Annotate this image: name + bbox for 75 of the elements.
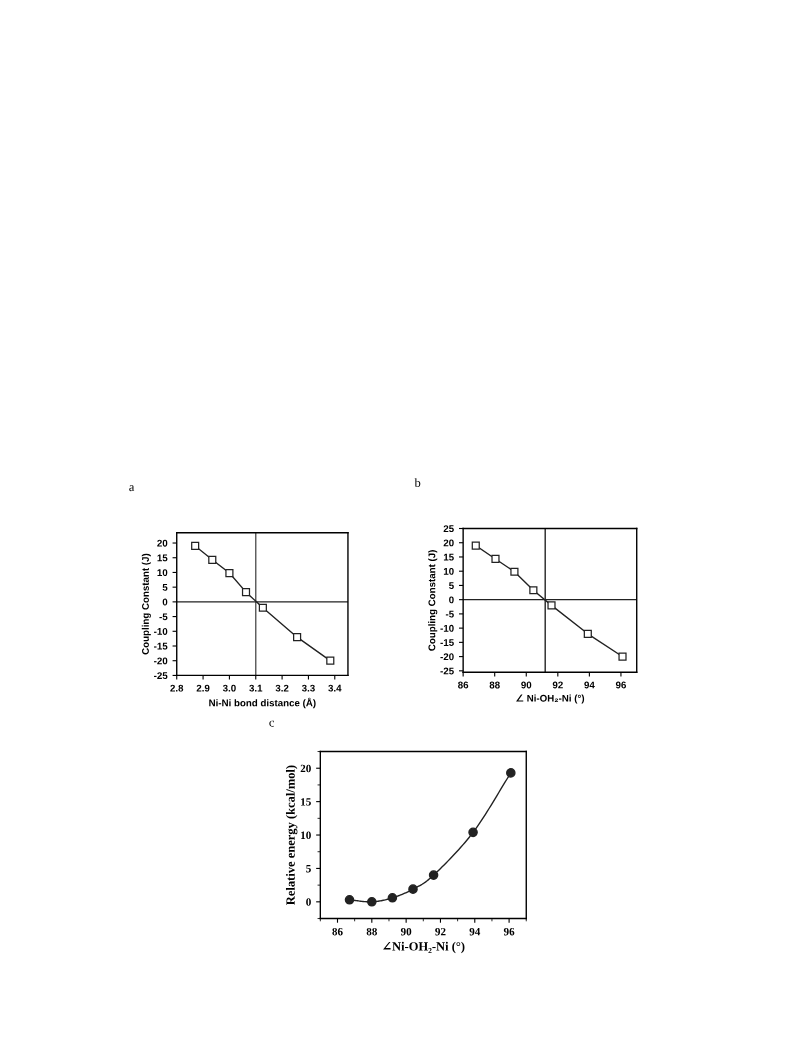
x-tick-label: 3.3 xyxy=(301,684,315,692)
x-tick-label: 86 xyxy=(332,927,343,936)
x-tick-label: 96 xyxy=(615,681,626,689)
y-tick-label: 5 xyxy=(162,583,168,591)
y-axis-title: Coupling Constant (J) xyxy=(141,553,151,655)
x-tick-label: 88 xyxy=(489,681,500,689)
chart-title: c xyxy=(269,720,275,727)
point xyxy=(583,629,592,638)
x-tick-label: 90 xyxy=(400,927,412,936)
point xyxy=(529,586,538,595)
point xyxy=(428,870,439,880)
point xyxy=(367,897,377,907)
x-tick-label: 3.1 xyxy=(249,684,263,692)
x-tick-label: 94 xyxy=(584,681,595,689)
y-tick-label: 15 xyxy=(301,798,311,806)
x-axis-title: ∠ Ni-OH₂-Ni (°) xyxy=(516,694,585,704)
y-tick-label: 0 xyxy=(306,898,311,906)
x-tick-label: 3.0 xyxy=(222,684,236,692)
y-tick-label: 10 xyxy=(301,831,311,839)
y-tick-label: 20 xyxy=(300,764,311,773)
y-tick-label: -25 xyxy=(154,672,168,680)
point xyxy=(506,768,516,778)
y-tick-label: -5 xyxy=(445,610,454,618)
point xyxy=(225,568,234,578)
x-tick-label: 3.4 xyxy=(328,684,342,692)
x-tick-label: 86 xyxy=(458,681,469,689)
point xyxy=(208,555,217,564)
point xyxy=(387,893,398,903)
y-tick-label: -20 xyxy=(154,657,168,665)
x-tick-label: 92 xyxy=(435,927,446,936)
y-tick-label: -15 xyxy=(440,639,454,646)
y-tick-label: -25 xyxy=(440,667,454,675)
y-axis-title: Relative energy (kcal/mol) xyxy=(285,765,298,905)
y-tick-label: 20 xyxy=(157,539,168,547)
y-tick-label: 15 xyxy=(443,553,454,561)
y-tick-label: 10 xyxy=(157,569,168,577)
point xyxy=(471,541,480,550)
y-tick-label: 10 xyxy=(443,567,454,575)
x-tick-label: 90 xyxy=(521,681,532,689)
point xyxy=(344,895,355,905)
point xyxy=(491,554,500,564)
x-tick-label: 88 xyxy=(366,927,377,936)
chart-title: a xyxy=(129,485,135,492)
y-tick-label: -10 xyxy=(440,624,454,632)
point xyxy=(547,601,556,610)
point xyxy=(258,603,267,612)
y-axis-title: Coupling Constant (J) xyxy=(428,550,438,651)
x-tick-label: 3.2 xyxy=(275,684,289,692)
point xyxy=(191,541,200,551)
chart-title: b xyxy=(414,478,421,487)
x-tick-label: 96 xyxy=(503,927,515,936)
point xyxy=(293,633,302,642)
y-tick-label: 20 xyxy=(443,539,454,547)
x-tick-label: 94 xyxy=(469,927,481,936)
point xyxy=(241,588,251,597)
y-tick-label: -20 xyxy=(440,653,454,661)
point xyxy=(618,652,627,661)
y-tick-label: 25 xyxy=(443,525,454,533)
y-tick-label: 5 xyxy=(449,582,454,590)
y-tick-label: -10 xyxy=(154,628,168,635)
y-tick-label: 5 xyxy=(306,865,311,873)
x-tick-label: 92 xyxy=(552,681,563,689)
point xyxy=(408,884,418,894)
y-tick-label: -15 xyxy=(154,642,168,650)
x-axis-title: Ni-Ni bond distance (Å) xyxy=(209,697,316,709)
x-axis-title: ∠Ni-OH₂-Ni (°) xyxy=(383,941,465,954)
point xyxy=(326,656,335,665)
x-tick-label: 2.9 xyxy=(196,684,210,692)
point xyxy=(510,567,519,576)
y-tick-label: 0 xyxy=(449,596,454,604)
point xyxy=(468,827,478,838)
y-tick-label: 15 xyxy=(157,554,168,562)
y-tick-label: -5 xyxy=(159,613,168,621)
y-tick-label: 0 xyxy=(162,598,168,606)
x-tick-label: 2.8 xyxy=(170,684,184,692)
